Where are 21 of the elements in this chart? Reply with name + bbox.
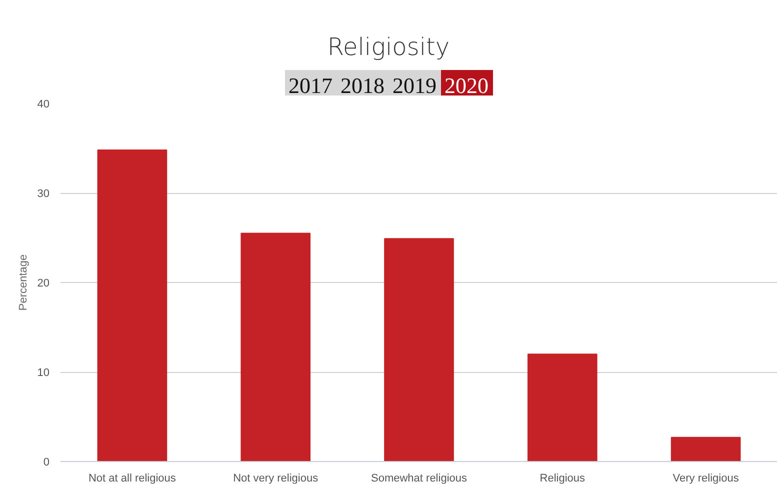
y-tick-label: 10 [37,367,50,379]
bar [384,238,454,462]
x-tick-label: Somewhat religious [371,472,468,484]
text: 2018 [336,70,388,102]
x-tick-label: Not at all religious [88,472,176,484]
bar [97,150,168,462]
x-tick-label: Very religious [672,472,740,484]
text: 2019 [388,70,440,102]
x-tick-label: Religious [540,472,586,484]
y-tick-label: 30 [37,188,50,200]
chart-title: Religiosity [326,32,451,63]
y-tick-label: 20 [37,278,50,290]
text: 2017 [284,70,336,102]
bar [527,354,598,462]
y-tick-label: 0 [43,456,50,468]
bar [670,436,741,462]
bar [240,232,311,462]
x-tick-label: Not very religious [233,472,319,484]
y-axis-title: Percentage [17,254,30,311]
text: 2020 [440,70,492,102]
y-tick-label: 40 [37,98,50,110]
